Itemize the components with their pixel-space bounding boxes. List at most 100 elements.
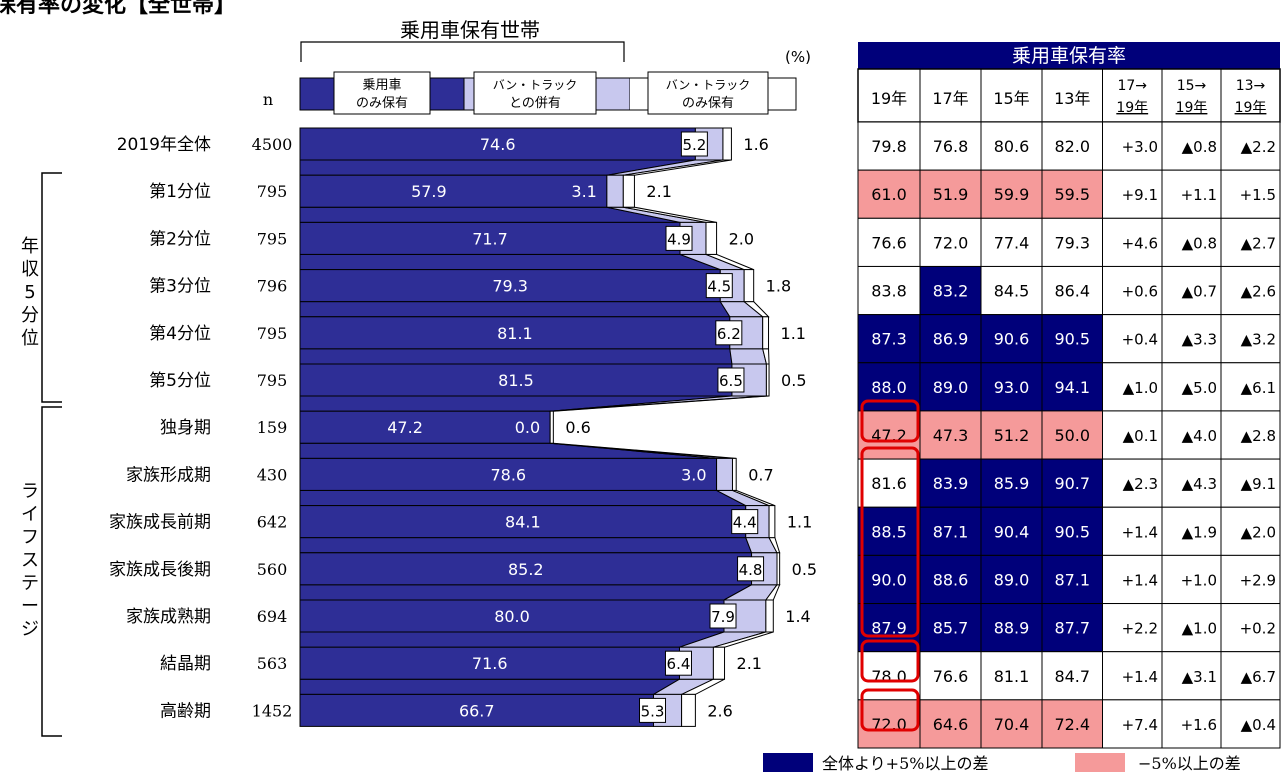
bar-label-both: 5.2	[682, 136, 706, 154]
bar-segment-van-only	[705, 221, 718, 255]
diff-value: ▲5.0	[1182, 379, 1217, 397]
bar-segment-car-only	[299, 316, 731, 350]
rate-value: 83.9	[933, 474, 969, 493]
connector	[299, 253, 721, 271]
diff-value: +1.1	[1181, 186, 1217, 204]
rate-value: 88.0	[871, 378, 907, 397]
diff-value: ▲2.2	[1241, 138, 1276, 156]
n-value: 642	[257, 513, 288, 532]
diff-cell	[1102, 603, 1163, 653]
rate-cell	[857, 121, 921, 171]
bar-label-box	[639, 697, 667, 723]
bar-label-car-only: 57.9	[411, 182, 447, 201]
rate-cell	[980, 217, 1043, 267]
rate-cell	[919, 265, 982, 316]
bar-label-car-only: 81.5	[498, 371, 534, 390]
diff-col-header: 19年	[1116, 100, 1148, 116]
bar-label-box	[665, 225, 693, 251]
bar-label-van-only: 2.1	[737, 654, 762, 673]
bar-segment-car-only	[299, 505, 747, 539]
n-value: 4500	[252, 135, 293, 154]
bar-label-car-only: 81.1	[497, 324, 533, 343]
diff-value: +2.9	[1240, 571, 1276, 589]
rate-value: 89.0	[933, 378, 969, 397]
bar-segment-car-only	[299, 457, 718, 491]
legend-label-above: 全体より+5%以上の差	[822, 754, 988, 773]
bar-label-car-only: 84.1	[505, 513, 541, 532]
bar-label-car-only: 79.3	[492, 277, 528, 296]
category-label: 第1分位	[149, 182, 211, 202]
diff-cell	[1161, 362, 1222, 412]
rate-value: 90.5	[1054, 330, 1090, 349]
rate-cell	[857, 217, 921, 267]
rate-cell	[1041, 699, 1103, 749]
diff-value: ▲4.0	[1182, 427, 1217, 445]
rate-cell	[857, 603, 921, 653]
connector	[299, 348, 733, 365]
rate-cell	[857, 699, 921, 749]
diff-value: ▲0.7	[1182, 283, 1217, 301]
rate-cell	[1041, 217, 1103, 267]
bar-segment-van-only	[681, 693, 696, 727]
bar-label-both: 3.0	[681, 465, 706, 484]
bar-segment-car-only	[299, 552, 753, 586]
highlight-outlines	[860, 399, 920, 732]
rate-cell	[980, 410, 1043, 460]
group-bracket-income	[41, 172, 62, 403]
n-value: 694	[257, 607, 288, 626]
table-col-header: 15年	[993, 89, 1029, 108]
rate-value: 81.1	[994, 667, 1030, 686]
bar-label-box	[664, 650, 692, 676]
diff-value: +1.4	[1122, 571, 1158, 589]
diff-cell	[1220, 169, 1281, 219]
rate-value: 89.0	[994, 570, 1030, 589]
diff-value: ▲3.1	[1182, 668, 1217, 686]
bar-segment-van-only	[768, 505, 776, 539]
rate-value: 86.4	[1054, 282, 1090, 301]
diff-value: ▲2.3	[1123, 475, 1158, 493]
diff-col-header: 17→	[1117, 78, 1147, 94]
table-col-header: 19年	[871, 89, 907, 108]
bar-label-both: 6.5	[719, 372, 743, 390]
connector	[299, 301, 731, 318]
bar-segment-van-only	[765, 363, 770, 397]
rate-value: 59.5	[1054, 185, 1090, 204]
rate-cell	[857, 314, 921, 364]
legend-swatch-car-only	[299, 77, 335, 111]
bar-label-box	[717, 367, 745, 393]
category-label: 高齢期	[160, 701, 211, 721]
bar-label-car-only: 74.6	[480, 135, 516, 154]
legend-label-both-1: バン・トラック	[493, 78, 578, 92]
diff-cell	[1102, 217, 1163, 267]
category-label: 結晶期	[160, 654, 211, 674]
diff-value: ▲4.3	[1182, 475, 1217, 493]
diff-cell	[1220, 603, 1281, 653]
rate-value: 85.7	[933, 619, 969, 638]
bar-label-van-only: 2.0	[729, 229, 754, 248]
legend-label-both-2: との併有	[509, 96, 561, 111]
bar-label-van-only: 0.7	[748, 465, 773, 484]
rate-value: 50.0	[1054, 426, 1090, 445]
diff-value: ▲3.3	[1182, 331, 1217, 349]
rate-value: 87.3	[871, 330, 907, 349]
connector	[299, 489, 746, 507]
rate-value: 79.3	[1054, 233, 1090, 252]
rate-value: 61.0	[871, 185, 907, 204]
bar-label-both: 4.4	[733, 514, 757, 532]
n-value: 795	[257, 324, 288, 343]
diff-value: +0.4	[1122, 331, 1158, 349]
n-value: 796	[257, 277, 288, 296]
chart-title: 乗用車保有世帯	[400, 18, 540, 42]
diff-cell	[1102, 554, 1163, 605]
bar-segment-van-only	[722, 127, 732, 161]
diff-value: +4.6	[1122, 234, 1158, 252]
rate-value: 64.6	[933, 715, 969, 734]
rate-value: 83.8	[871, 282, 907, 301]
rate-cell	[1041, 265, 1103, 316]
n-value: 795	[257, 371, 288, 390]
bar-segment-car-only	[299, 693, 655, 727]
bar-label-both: 4.5	[707, 278, 731, 296]
bar-label-car-only: 66.7	[459, 701, 495, 720]
rate-value: 72.4	[1054, 715, 1090, 734]
